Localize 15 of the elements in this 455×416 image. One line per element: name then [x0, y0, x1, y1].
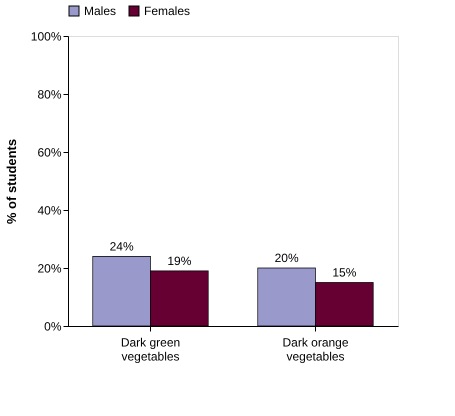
y-tick-label: 20% — [37, 262, 62, 276]
y-tick-label: 60% — [37, 146, 62, 160]
legend-label: Males — [84, 4, 116, 18]
legend-label: Females — [144, 4, 190, 18]
x-tick-label: Dark green vegetables — [120, 336, 180, 364]
data-label: 24% — [110, 239, 134, 254]
y-tick-label: 40% — [37, 204, 62, 218]
data-label: 15% — [332, 266, 357, 280]
y-tick-label: 80% — [37, 88, 62, 102]
data-label: 19% — [167, 254, 192, 268]
data-label: 20% — [274, 251, 299, 265]
y-tick-label: 100% — [30, 30, 62, 44]
y-tick-label: 0% — [44, 320, 62, 334]
y-axis-title: % of students — [4, 138, 19, 224]
x-tick-label: Dark orange vegetables — [282, 336, 349, 364]
